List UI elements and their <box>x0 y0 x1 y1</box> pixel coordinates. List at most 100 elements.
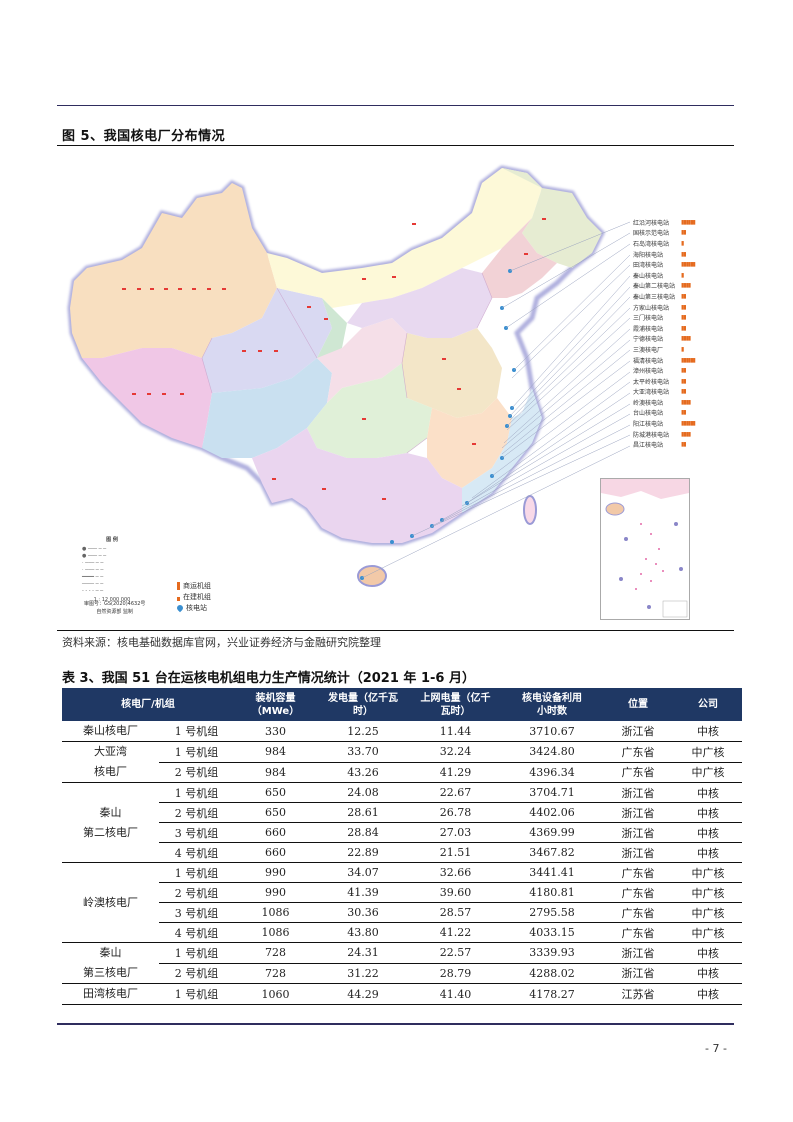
company: 中核 <box>674 802 742 823</box>
china-map-graphic <box>67 165 631 587</box>
company: 中核 <box>674 721 742 742</box>
source-rule <box>57 630 734 631</box>
location: 江苏省 <box>602 983 674 1005</box>
table-row: 2 号机组 984 43.26 41.29 4396.34 广东省 中广核 <box>62 762 742 783</box>
map-legend-title: 图 例 <box>106 537 118 543</box>
unit-bars-icon: ▮▮ <box>681 377 687 385</box>
inset-map-graphic <box>601 479 689 618</box>
plant-name: 岭澳核电厂 <box>62 862 159 943</box>
location: 广东省 <box>602 762 674 783</box>
map-pin-icon <box>175 603 185 612</box>
unit-bars-icon: ▮▮▮▮▮▮ <box>681 261 696 269</box>
generation: 12.25 <box>317 721 409 742</box>
company: 中核 <box>674 822 742 843</box>
map-key-item: 商运机组 <box>177 580 211 591</box>
unit-bars-icon: ▮▮ <box>681 324 687 332</box>
table-row: 秦山核电厂 1 号机组 330 12.25 11.44 3710.67 浙江省 … <box>62 721 742 742</box>
station-legend-row: 三澳核电厂 ▮ <box>633 345 684 354</box>
location: 浙江省 <box>602 782 674 803</box>
south-china-sea-inset <box>600 478 690 620</box>
capacity: 984 <box>234 741 317 763</box>
company: 中核 <box>674 782 742 803</box>
unit-bars-icon: ▮▮ <box>681 250 687 258</box>
grid: 32.24 <box>409 741 502 763</box>
capacity: 984 <box>234 762 317 783</box>
unit-bars-icon: ▮▮ <box>681 409 687 417</box>
unit: 1 号机组 <box>159 721 234 742</box>
hours: 4180.81 <box>502 882 602 903</box>
station-legend-row: 秦山核电站 ▮ <box>633 271 684 280</box>
location: 广东省 <box>602 862 674 883</box>
station-legend-row: 海阳核电站 ▮▮ <box>633 250 687 259</box>
location: 浙江省 <box>602 721 674 742</box>
station-legend-list: 红沿河核电站 ▮▮▮▮▮▮ 国核示范电站 ▮▮ 石岛湾核电站 ▮ 海阳核电站 ▮▮ 田湾… <box>633 217 696 450</box>
company: 中广核 <box>674 882 742 903</box>
unit: 1 号机组 <box>159 782 234 803</box>
station-legend-row: 昌江核电站 ▮▮ <box>633 441 687 450</box>
location: 浙江省 <box>602 842 674 863</box>
unit-bars-icon: ▮ <box>681 239 684 247</box>
company: 中广核 <box>674 902 742 923</box>
map-key: 商运机组 在建机组 核电站 <box>175 580 211 613</box>
unit: 1 号机组 <box>159 862 234 883</box>
unit-bars-icon: ▮▮▮▮ <box>681 398 691 406</box>
figure-title: 图 5、我国核电厂分布情况 <box>62 129 226 144</box>
capacity: 1060 <box>234 983 317 1005</box>
table-row: 2 号机组 990 41.39 39.60 4180.81 广东省 中广核 <box>62 882 742 903</box>
unit: 3 号机组 <box>159 902 234 923</box>
capacity: 1086 <box>234 902 317 923</box>
unit: 1 号机组 <box>159 942 234 964</box>
col-header-plant: 核电厂/机组 <box>62 688 234 721</box>
location: 浙江省 <box>602 802 674 823</box>
capacity: 660 <box>234 822 317 843</box>
unit-bars-icon: ▮▮ <box>681 367 687 375</box>
nuclear-production-table: 核电厂/机组 装机容量（MWe） 发电量（亿千瓦时） 上网电量（亿千瓦时） 核电… <box>62 688 742 1005</box>
map-key-item: 核电站 <box>175 602 211 613</box>
map-approval-note: 审图号：GS(2020)4632号 自然资源部 监制 <box>84 601 146 615</box>
generation: 43.26 <box>317 762 409 783</box>
map-legend-symbols: ● ─── ─ ─ ● ─── ─ ─ · ─── ─ ─ · ─── ─ ─ ━━━… <box>82 546 107 594</box>
company: 中核 <box>674 842 742 863</box>
station-legend-row: 霞浦核电站 ▮▮ <box>633 324 687 333</box>
station-legend-row: 台山核电站 ▮▮ <box>633 409 687 418</box>
table-row: 秦山 第三核电厂 1 号机组 728 24.31 22.57 3339.93 浙江… <box>62 942 742 984</box>
location: 广东省 <box>602 741 674 763</box>
unit-bars-icon: ▮▮▮▮▮▮ <box>681 420 696 428</box>
grid: 22.57 <box>409 942 502 964</box>
station-legend-row: 宁德核电站 ▮▮▮▮ <box>633 335 691 344</box>
table-row: 2 号机组 650 28.61 26.78 4402.06 浙江省 中核 <box>62 802 742 823</box>
company: 中广核 <box>674 762 742 783</box>
station-legend-row: 岭澳核电站 ▮▮▮▮ <box>633 398 691 407</box>
station-legend-row: 秦山第二核电站 ▮▮▮▮ <box>633 282 691 291</box>
station-legend-row: 大亚湾核电站 ▮▮ <box>633 388 687 397</box>
hours: 2795.58 <box>502 902 602 923</box>
station-legend-row: 国核示范电站 ▮▮ <box>633 229 687 238</box>
station-legend-row: 漳州核电站 ▮▮ <box>633 367 687 376</box>
footer-rule <box>57 1023 734 1025</box>
col-header-company: 公司 <box>674 688 742 721</box>
station-legend-row: 秦山第三核电站 ▮▮ <box>633 292 687 301</box>
capacity: 728 <box>234 963 317 984</box>
unit-bars-icon: ▮▮ <box>681 441 687 449</box>
capacity: 650 <box>234 782 317 803</box>
unit: 2 号机组 <box>159 802 234 823</box>
location: 广东省 <box>602 922 674 943</box>
unit-bars-icon: ▮▮▮▮ <box>681 282 691 290</box>
generation: 44.29 <box>317 983 409 1005</box>
unit-bars-icon: ▮▮▮▮▮▮ <box>681 356 696 364</box>
unit-bars-icon: ▮▮▮▮ <box>681 430 691 438</box>
capacity: 990 <box>234 882 317 903</box>
company: 中核 <box>674 963 742 984</box>
hours: 4288.02 <box>502 963 602 984</box>
grid: 11.44 <box>409 721 502 742</box>
capacity: 1086 <box>234 922 317 943</box>
hours: 4396.34 <box>502 762 602 783</box>
unit: 4 号机组 <box>159 842 234 863</box>
table-header-row: 核电厂/机组 装机容量（MWe） 发电量（亿千瓦时） 上网电量（亿千瓦时） 核电… <box>62 688 742 721</box>
grid: 26.78 <box>409 802 502 823</box>
col-header-hours: 核电设备利用小时数 <box>502 688 602 721</box>
table-row: 岭澳核电厂 1 号机组 990 34.07 32.66 3441.41 广东省 … <box>62 862 742 943</box>
china-nuclear-map <box>62 158 690 620</box>
plant-name: 田湾核电厂 <box>62 983 159 1005</box>
col-header-capacity: 装机容量（MWe） <box>234 688 317 721</box>
